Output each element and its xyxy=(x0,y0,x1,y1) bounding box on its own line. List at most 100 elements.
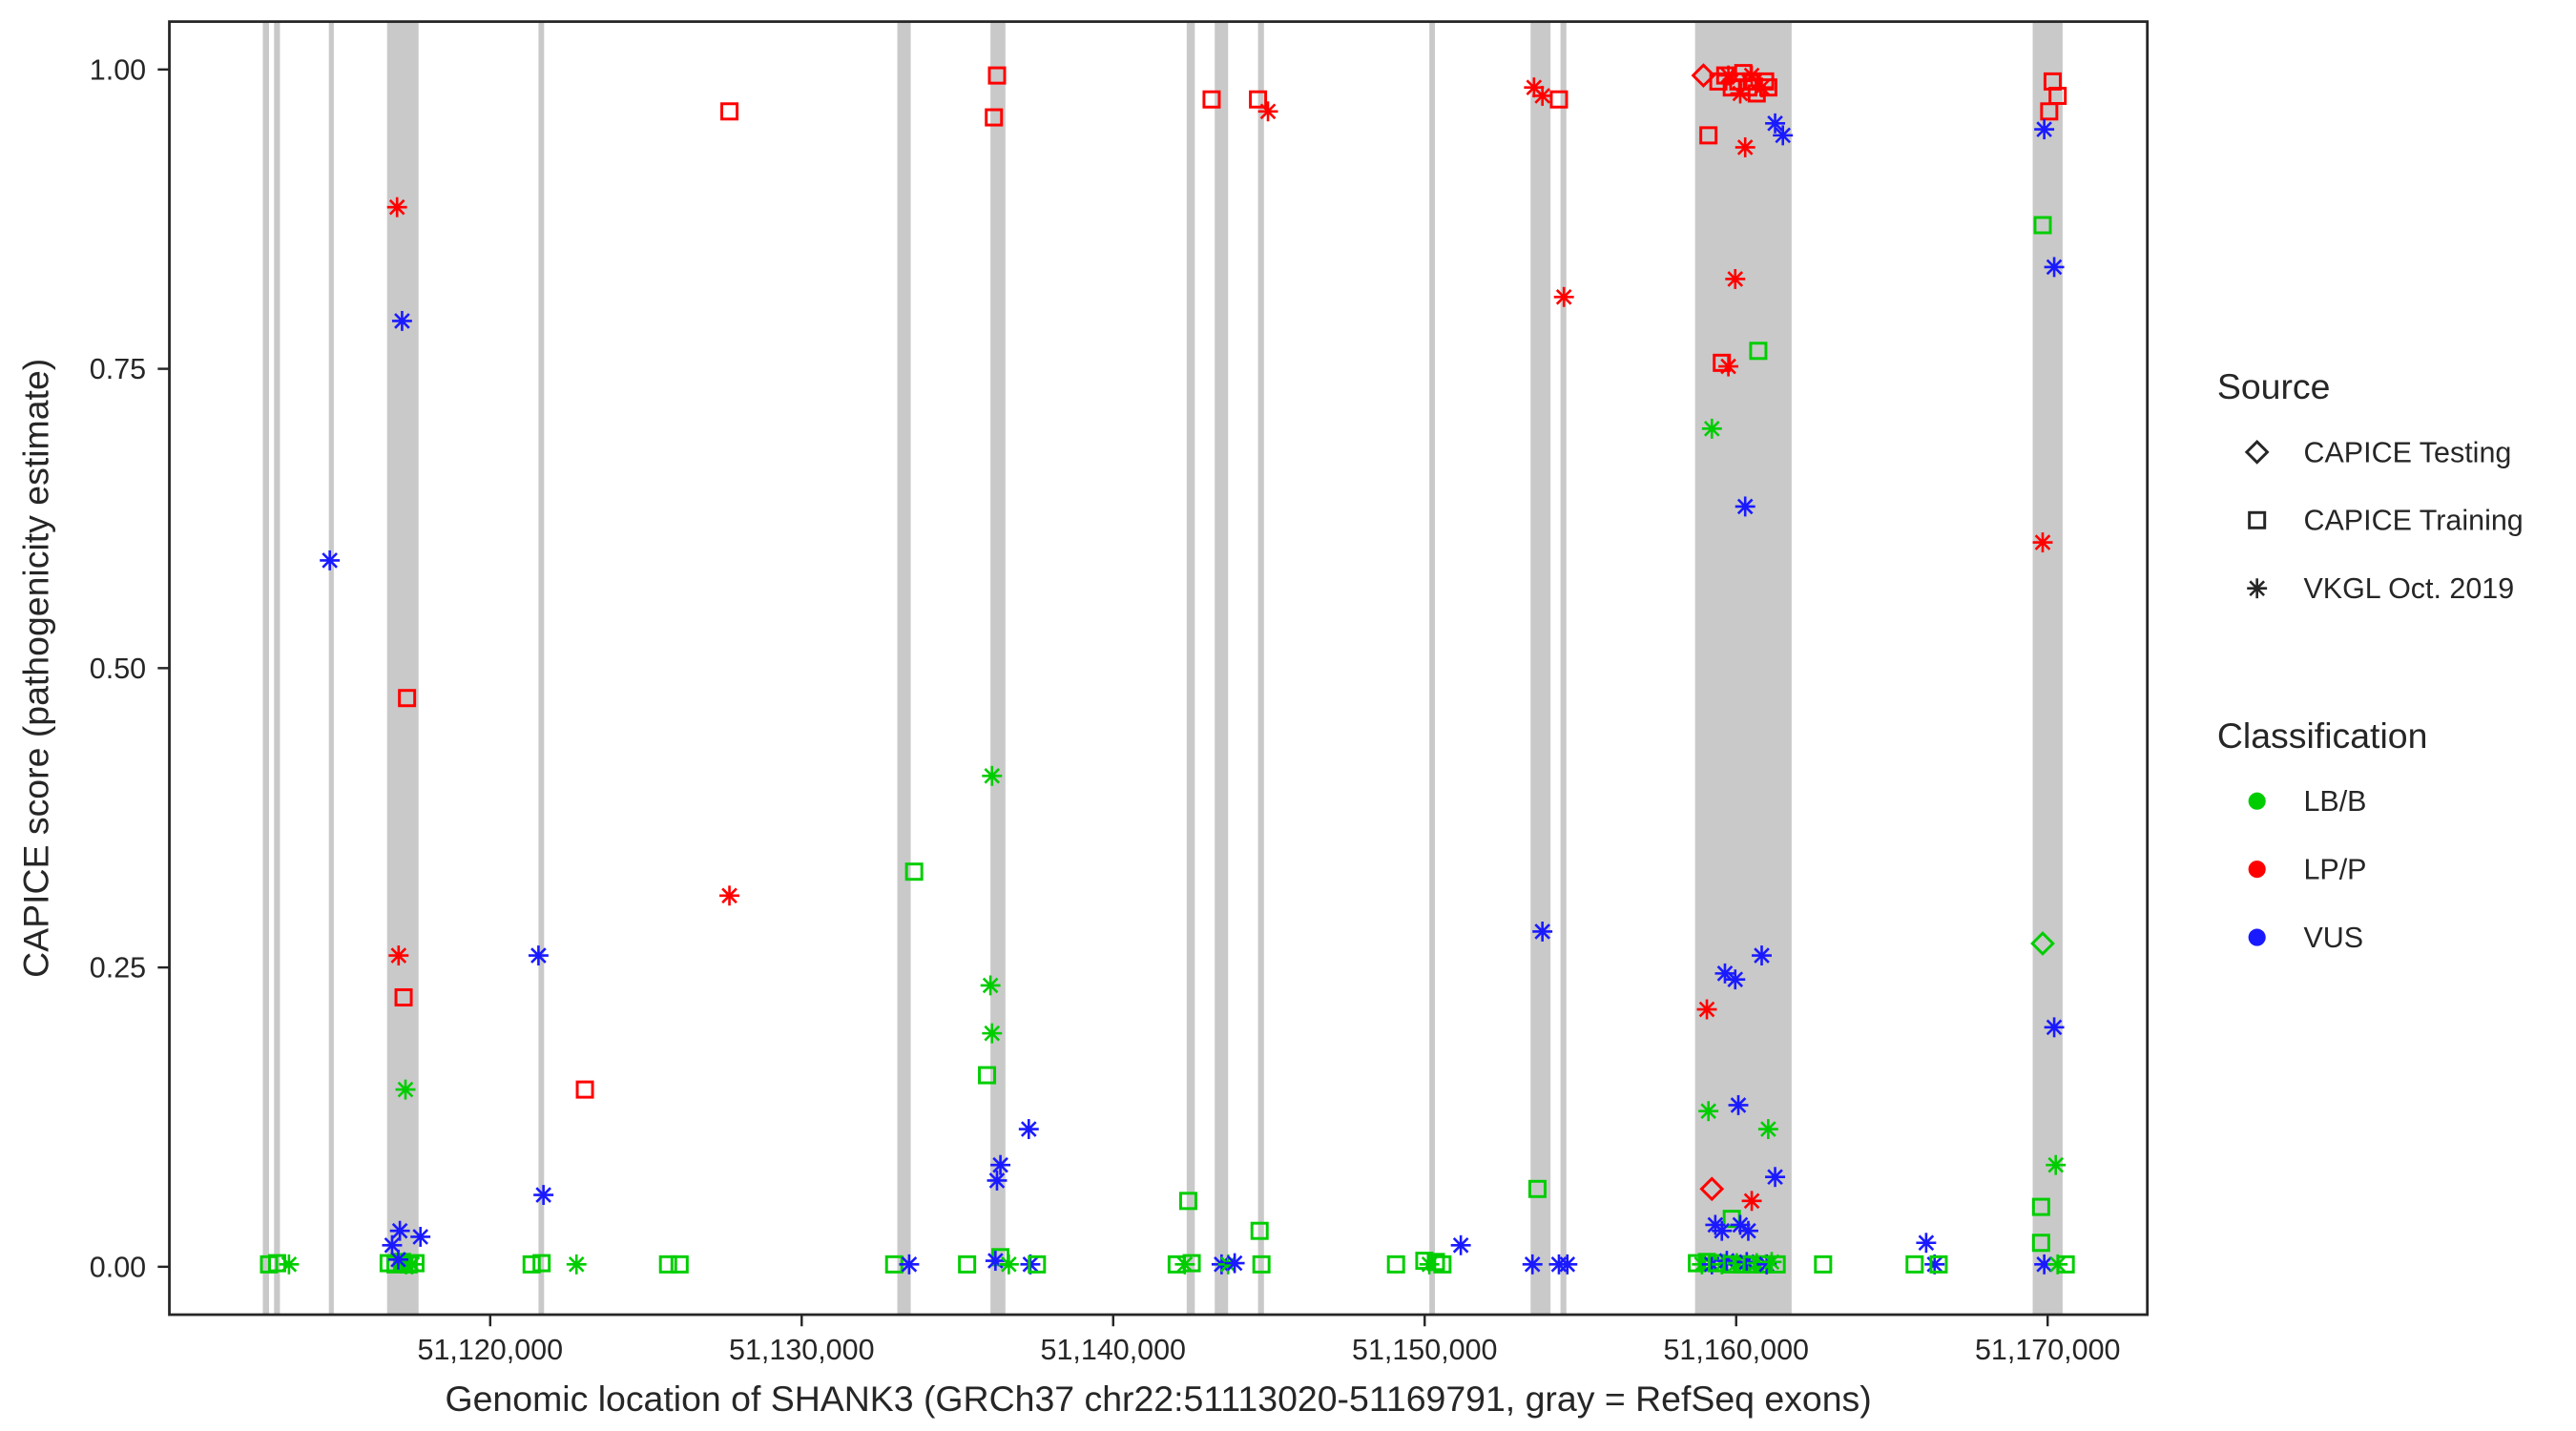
marker-square xyxy=(1250,1221,1269,1240)
data-point xyxy=(1765,1167,1786,1188)
marker-asterisk-line xyxy=(2047,1156,2065,1173)
marker-square xyxy=(1252,1255,1271,1274)
x-tick-label: 51,140,000 xyxy=(1041,1334,1187,1366)
classification-dot-icon xyxy=(2248,861,2266,879)
data-point xyxy=(1728,1094,1749,1115)
exon-band xyxy=(1429,21,1436,1316)
marker-asterisk-line xyxy=(568,1256,585,1273)
marker-asterisk-line xyxy=(2249,580,2265,597)
data-point xyxy=(395,1079,416,1100)
data-point xyxy=(1714,963,1735,984)
marker-asterisk-line xyxy=(1020,1121,1037,1137)
marker-asterisk-line xyxy=(404,1256,421,1273)
square-icon xyxy=(2248,510,2267,529)
data-point xyxy=(1028,1255,1047,1274)
legend-classification-item-label: LP/P xyxy=(2303,854,2366,886)
marker-asterisk-line xyxy=(1700,1103,1716,1120)
data-point xyxy=(1741,65,1762,86)
data-point xyxy=(1773,125,1794,146)
diamond-icon xyxy=(2244,439,2270,465)
marker-asterisk-line xyxy=(1918,1234,1935,1252)
data-point xyxy=(1741,1191,1762,1212)
marker-square xyxy=(987,66,1007,85)
marker-asterisk-line xyxy=(1720,358,1736,375)
data-point xyxy=(670,1255,689,1274)
marker-square xyxy=(1386,1255,1405,1274)
marker-square xyxy=(575,1080,594,1099)
marker-asterisk-line xyxy=(1767,115,1783,132)
data-point xyxy=(1250,1221,1269,1240)
data-point xyxy=(985,1251,1006,1272)
data-point xyxy=(985,108,1004,127)
marker-asterisk-line xyxy=(1226,1255,1243,1272)
data-point xyxy=(1730,83,1751,104)
exon-band xyxy=(897,21,911,1316)
data-point xyxy=(987,66,1007,85)
data-point xyxy=(1752,77,1772,98)
legend-classification-item: LB/B xyxy=(2248,785,2367,818)
marker-asterisk-line xyxy=(992,1156,1008,1173)
marker-asterisk-line xyxy=(1526,79,1543,95)
marker-asterisk-line xyxy=(1775,127,1792,144)
data-point xyxy=(1699,126,1718,145)
marker-square xyxy=(1028,1255,1047,1274)
data-point xyxy=(2046,1154,2067,1175)
data-point xyxy=(1725,269,1746,289)
marker-asterisk-line xyxy=(1760,1121,1776,1137)
marker-asterisk-line xyxy=(1736,498,1754,515)
marker-square xyxy=(1433,1255,1452,1274)
marker-asterisk-line xyxy=(1767,1169,1783,1186)
marker-square xyxy=(532,1254,551,1273)
data-point xyxy=(1701,418,1722,439)
marker-diamond xyxy=(2030,931,2055,956)
marker-asterisk-line xyxy=(982,977,999,994)
marker-asterisk-line xyxy=(391,1222,408,1239)
marker-square xyxy=(2033,216,2052,235)
data-point xyxy=(279,1254,300,1275)
data-point xyxy=(1249,90,1268,109)
marker-asterisk-line xyxy=(1727,271,1744,287)
data-point xyxy=(1699,1176,1725,1202)
marker-asterisk-line xyxy=(1736,139,1754,156)
legend-source-item: CAPICE Testing xyxy=(2244,436,2511,468)
data-point xyxy=(2031,1234,2050,1253)
y-tick-label: 0.25 xyxy=(90,952,146,985)
marker-square xyxy=(2248,510,2267,529)
data-point xyxy=(1252,1255,1271,1274)
marker-asterisk-line xyxy=(530,947,547,964)
data-point xyxy=(391,310,412,331)
marker-square xyxy=(670,1255,689,1274)
plot-background xyxy=(3,0,2573,1431)
data-point xyxy=(1450,1234,1471,1255)
x-tick-label: 51,160,000 xyxy=(1663,1334,1809,1366)
data-points xyxy=(260,63,2075,1275)
marker-asterisk-line xyxy=(901,1256,918,1273)
data-point xyxy=(1224,1253,1245,1274)
marker-asterisk-line xyxy=(988,1172,1006,1189)
classification-dot-icon xyxy=(2248,928,2266,946)
data-point xyxy=(388,945,409,966)
marker-square xyxy=(1249,90,1268,109)
marker-square xyxy=(2056,1255,2075,1274)
data-point xyxy=(532,1254,551,1273)
marker-square xyxy=(1549,90,1568,109)
x-tick-label: 51,170,000 xyxy=(1975,1334,2121,1366)
marker-asterisk-line xyxy=(1754,79,1770,95)
exon-band xyxy=(1257,21,1264,1316)
exon-band xyxy=(328,21,334,1316)
data-point xyxy=(522,1255,541,1274)
data-point xyxy=(1752,945,1772,966)
data-point xyxy=(1738,1220,1758,1241)
x-tick-label: 51,150,000 xyxy=(1352,1334,1498,1366)
data-point xyxy=(1749,342,1768,361)
marker-asterisk-line xyxy=(390,1252,406,1268)
data-point xyxy=(1929,1255,1948,1274)
marker-square xyxy=(2031,1234,2050,1253)
data-point xyxy=(998,1254,1019,1275)
marker-asterisk-line xyxy=(987,1253,1004,1269)
y-tick-label: 0.50 xyxy=(90,653,146,685)
x-tick-label: 51,130,000 xyxy=(729,1334,875,1366)
data-point xyxy=(398,689,417,708)
marker-asterisk-line xyxy=(280,1256,298,1273)
marker-asterisk-line xyxy=(394,313,410,329)
